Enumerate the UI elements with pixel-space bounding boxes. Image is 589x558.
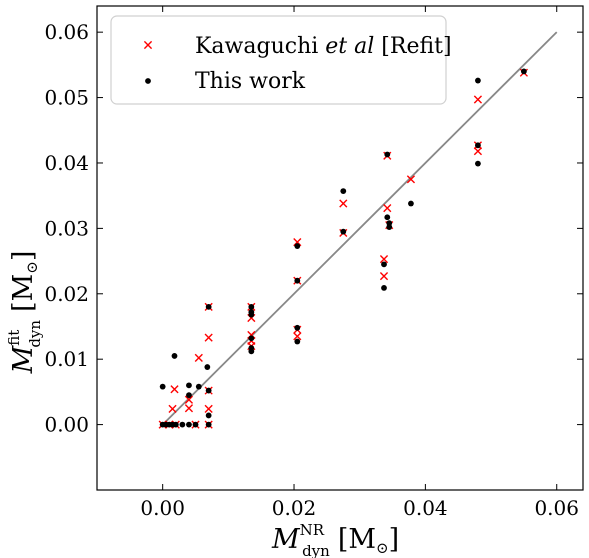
data-point-this-work (192, 421, 199, 428)
ticks-layer: 0.00 0.02 0.04 0.06 0.00 0.01 0.02 0.03 0.04 0.05… (44, 6, 583, 520)
data-point-this-work (386, 220, 393, 227)
marker-stroke (143, 40, 153, 50)
data-point-this-work (248, 345, 255, 351)
plot-area (96, 5, 584, 491)
data-point-this-work (195, 383, 202, 390)
data-point-this-work (186, 382, 192, 389)
y-axis-label-group: Mfit dyn[M⊙] (5, 251, 44, 375)
marker-stroke (184, 404, 194, 413)
marker-stroke (406, 175, 416, 184)
data-point-this-work (294, 324, 301, 331)
data-point-this-work (159, 383, 166, 390)
marker-stroke (339, 199, 348, 208)
data-point-this-work (205, 303, 212, 310)
y-tick-label: 0.01 (44, 347, 89, 371)
marker-stroke (383, 204, 392, 213)
x-tick-label: 0.00 (140, 496, 185, 520)
data-point-kawaguchi (379, 272, 389, 281)
data-point-kawaguchi (473, 147, 483, 156)
data-point-kawaguchi (406, 175, 416, 184)
y-axis-label: Mfit dyn[M⊙] (5, 251, 44, 375)
data-point-kawaguchi (204, 333, 213, 342)
plot-frame (96, 5, 584, 491)
data-point-this-work (186, 421, 192, 428)
marker-stroke (473, 95, 483, 104)
legend-label-kawaguchi: Kawaguchi et al [Refit] (195, 34, 452, 59)
data-point-this-work (294, 277, 301, 284)
series-this-work (159, 68, 527, 428)
reference-line-layer (162, 31, 558, 426)
legend-label-this-work: This work (195, 69, 306, 94)
x-axis-label: MNR dyn [M⊙] (271, 521, 399, 558)
data-point-this-work (381, 284, 387, 291)
data-point-this-work (475, 142, 481, 149)
data-point-this-work (186, 392, 192, 399)
legend-marker-kawaguchi (143, 40, 153, 50)
data-point-this-work (475, 160, 481, 167)
data-point-this-work (340, 188, 347, 194)
legend-box (110, 15, 447, 105)
y-tick-label: 0.06 (44, 20, 89, 44)
data-point-this-work (204, 364, 211, 370)
reference-line (162, 31, 558, 426)
data-point-kawaguchi (383, 204, 392, 213)
marker-stroke (170, 385, 179, 394)
data-point-this-work (340, 228, 347, 235)
y-tick-label: 0.04 (44, 151, 89, 175)
y-tick-label: 0.05 (44, 86, 89, 110)
data-point-this-work (248, 335, 255, 342)
marker-stroke (379, 272, 389, 281)
x-tick-label: 0.06 (534, 496, 579, 520)
data-point-this-work (384, 151, 391, 158)
x-tick-label: 0.02 (272, 496, 317, 520)
data-point-kawaguchi (293, 332, 302, 341)
data-point-this-work (205, 387, 212, 394)
data-point-kawaguchi (170, 385, 179, 394)
legend-marker-this-work (145, 78, 151, 84)
data-point-kawaguchi (204, 404, 213, 413)
legend: Kawaguchi et al [Refit] This work (110, 15, 452, 105)
marker-stroke (204, 404, 213, 413)
data-point-this-work (294, 338, 301, 345)
marker-stroke (184, 395, 194, 404)
marker-stroke (204, 333, 213, 342)
legend-dot-marker (145, 78, 151, 84)
marker-stroke (379, 255, 389, 264)
data-point-this-work (205, 421, 212, 428)
data-point-this-work (248, 309, 255, 315)
data-point-this-work (408, 200, 414, 207)
marker-stroke (194, 353, 203, 362)
data-point-this-work (475, 77, 481, 84)
marker-stroke (168, 404, 177, 413)
data-point-this-work (294, 243, 301, 249)
y-tick-label: 0.00 (44, 413, 89, 437)
y-tick-label: 0.03 (44, 216, 89, 240)
data-point-this-work (172, 421, 179, 428)
data-point-kawaguchi (184, 395, 194, 404)
data-points-layer (158, 68, 528, 429)
y-tick-label: 0.02 (44, 282, 89, 306)
data-point-kawaguchi (168, 404, 177, 413)
data-point-this-work (381, 261, 387, 268)
data-point-this-work (520, 68, 527, 75)
x-tick-label: 0.04 (403, 496, 448, 520)
data-point-kawaguchi (194, 353, 203, 362)
data-point-this-work (179, 421, 186, 428)
data-point-this-work (248, 303, 255, 310)
legend-x-marker (143, 40, 153, 50)
data-point-kawaguchi (473, 95, 483, 104)
marker-stroke (293, 332, 302, 341)
data-point-this-work (171, 353, 178, 359)
data-point-this-work (205, 412, 212, 419)
marker-stroke (473, 147, 483, 156)
data-point-kawaguchi (339, 199, 348, 208)
data-point-kawaguchi (379, 255, 389, 264)
data-point-kawaguchi (184, 404, 194, 413)
data-point-this-work (384, 214, 391, 221)
